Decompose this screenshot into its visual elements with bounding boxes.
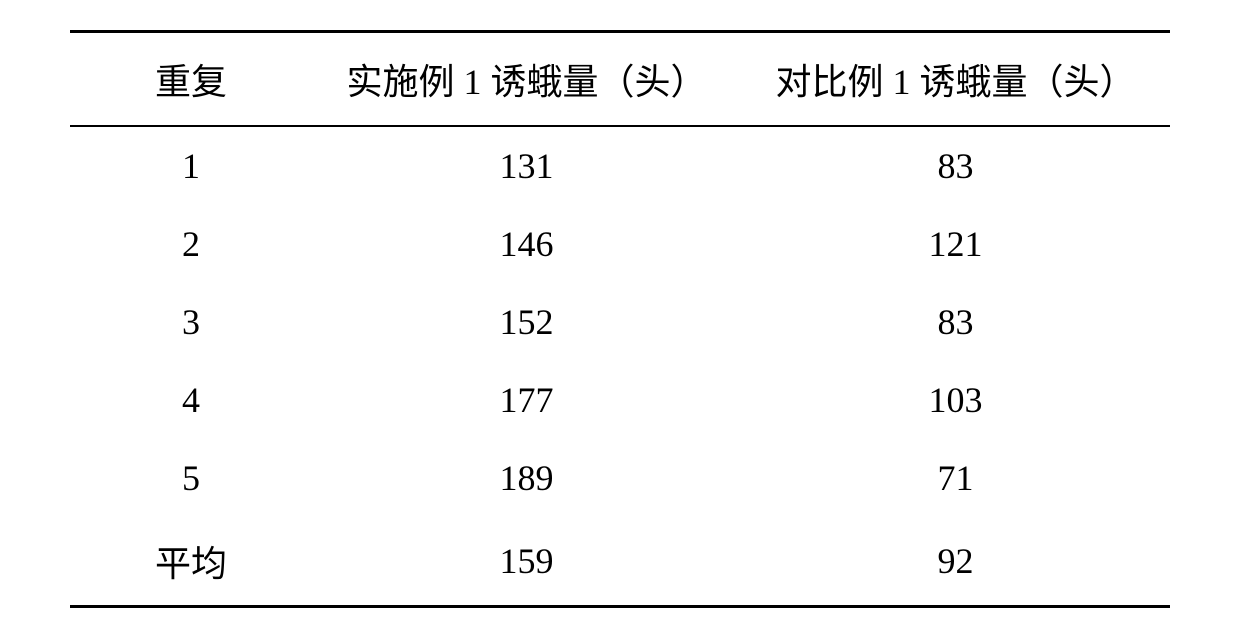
table-body: 1 131 83 2 146 121 3 152 83 4 177 103 5 [70,126,1170,607]
cell-example1: 146 [312,205,741,283]
cell-comparison1: 121 [741,205,1170,283]
table-header-row: 重复 实施例 1 诱蛾量（头） 对比例 1 诱蛾量（头） [70,32,1170,127]
table-row: 2 146 121 [70,205,1170,283]
cell-comparison1: 83 [741,283,1170,361]
cell-example1: 177 [312,361,741,439]
moth-attraction-table: 重复 实施例 1 诱蛾量（头） 对比例 1 诱蛾量（头） 1 131 83 2 … [70,30,1170,608]
cell-repeat: 5 [70,439,312,517]
cell-repeat: 3 [70,283,312,361]
cell-example1: 189 [312,439,741,517]
cell-repeat: 1 [70,126,312,205]
column-header-comparison1: 对比例 1 诱蛾量（头） [741,32,1170,127]
cell-example1: 159 [312,517,741,607]
cell-repeat: 4 [70,361,312,439]
cell-comparison1: 92 [741,517,1170,607]
table-row: 1 131 83 [70,126,1170,205]
table-row: 3 152 83 [70,283,1170,361]
table-header: 重复 实施例 1 诱蛾量（头） 对比例 1 诱蛾量（头） [70,32,1170,127]
column-header-repeat: 重复 [70,32,312,127]
cell-comparison1: 103 [741,361,1170,439]
cell-comparison1: 71 [741,439,1170,517]
cell-repeat: 平均 [70,517,312,607]
table-row: 平均 159 92 [70,517,1170,607]
cell-example1: 131 [312,126,741,205]
column-header-example1: 实施例 1 诱蛾量（头） [312,32,741,127]
data-table-container: 重复 实施例 1 诱蛾量（头） 对比例 1 诱蛾量（头） 1 131 83 2 … [70,30,1170,608]
cell-example1: 152 [312,283,741,361]
cell-repeat: 2 [70,205,312,283]
table-row: 5 189 71 [70,439,1170,517]
table-row: 4 177 103 [70,361,1170,439]
cell-comparison1: 83 [741,126,1170,205]
